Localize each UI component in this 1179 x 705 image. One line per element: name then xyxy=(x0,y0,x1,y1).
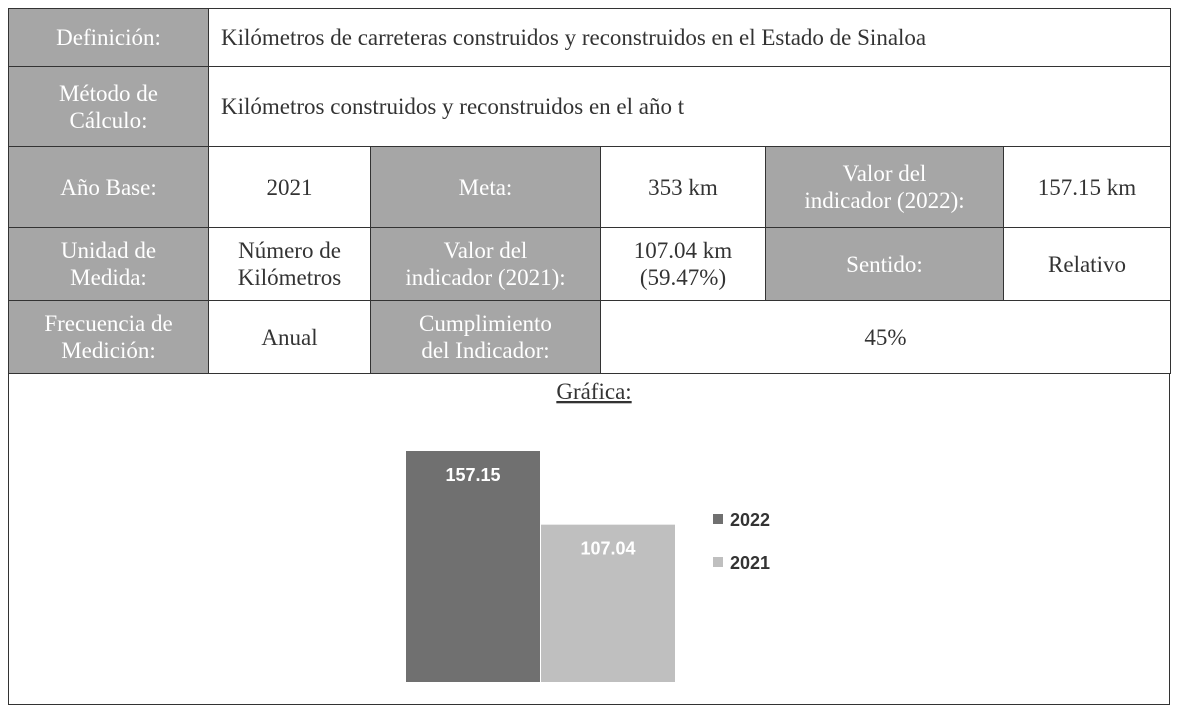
field-label: Frecuencia de Medición: xyxy=(8,300,209,374)
legend-swatch xyxy=(713,557,723,567)
field-value: 353 km xyxy=(600,146,766,228)
table-row: Definición: Kilómetros de carreteras cons… xyxy=(8,8,1171,67)
table-row: Año Base: 2021 Meta: 353 km Valor del indica… xyxy=(8,146,1171,228)
field-label: Unidad de Medida: xyxy=(8,227,209,301)
field-value: Relativo xyxy=(1003,227,1171,301)
table-row: Método de Cálculo: Kilómetros construidos… xyxy=(8,66,1171,147)
bar xyxy=(406,451,540,682)
field-label: Método de Cálculo: xyxy=(8,66,209,147)
field-label: Valor del indicador (2022): xyxy=(765,146,1004,228)
field-label: Sentido: xyxy=(765,227,1004,301)
legend-label: 2022 xyxy=(730,510,770,530)
field-label: Meta: xyxy=(370,146,601,228)
field-value: Kilómetros de carreteras construidos y r… xyxy=(208,8,1171,67)
field-value: 107.04 km (59.47%) xyxy=(600,227,766,301)
legend-label: 2021 xyxy=(730,553,770,573)
bar xyxy=(541,524,675,682)
table-row: Frecuencia de Medición: Anual Cumplimiento… xyxy=(8,300,1171,374)
table-row: Unidad de Medida: Número de Kilómetros Val… xyxy=(8,227,1171,301)
field-value: 45% xyxy=(600,300,1171,374)
legend-swatch xyxy=(713,514,723,524)
field-value: Anual xyxy=(208,300,371,374)
field-value: 2021 xyxy=(208,146,371,228)
field-label: Cumplimiento del Indicador: xyxy=(370,300,601,374)
data-label: 157.15 xyxy=(445,465,500,485)
field-label: Definición: xyxy=(8,8,209,67)
field-value: 157.15 km xyxy=(1003,146,1171,228)
field-value: Número de Kilómetros xyxy=(208,227,371,301)
field-label: Año Base: xyxy=(8,146,209,228)
chart: Gráfica: 157.15 2022 107.04 2021 xyxy=(406,379,770,682)
data-label: 107.04 xyxy=(580,539,635,559)
field-label: Valor del indicador (2021): xyxy=(370,227,601,301)
chart-title: Gráfica: xyxy=(556,379,631,404)
indicator-table: Definición: Kilómetros de carreteras cons… xyxy=(8,8,1171,374)
field-value: Kilómetros construidos y reconstruidos e… xyxy=(208,66,1171,147)
